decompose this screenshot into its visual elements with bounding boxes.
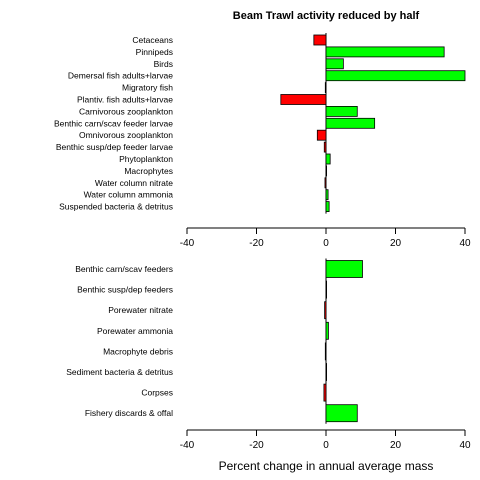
x-tick-label: 40: [459, 238, 471, 249]
bar: [325, 260, 363, 278]
chart-title: Beam Trawl activity reduced by half: [233, 10, 420, 22]
category-label: Benthic susp/dep feeder larvae: [56, 142, 173, 152]
bar: [325, 280, 328, 299]
bar: [325, 404, 358, 423]
x-tick-label: 40: [459, 440, 471, 451]
category-label: Porewater nitrate: [108, 305, 173, 315]
bar: [324, 301, 327, 320]
category-label: Porewater ammonia: [97, 326, 173, 336]
category-label: Migratory fish: [122, 83, 173, 93]
bar: [325, 70, 466, 82]
bar: [325, 363, 328, 381]
category-label: Water column nitrate: [95, 178, 173, 188]
bar: [324, 177, 327, 189]
x-tick-label: -20: [249, 238, 264, 249]
bar: [280, 94, 327, 105]
x-tick-label: -40: [180, 440, 195, 451]
bar: [324, 82, 327, 93]
category-label: Benthic carn/scav feeder larvae: [54, 118, 173, 128]
panel-bottom: Benthic carn/scav feeders Benthic susp/de…: [66, 258, 471, 451]
x-tick-label: 0: [323, 238, 329, 249]
x-tick-label: 0: [323, 440, 329, 451]
category-label: Sediment bacteria & detritus: [66, 367, 173, 377]
bar: [316, 129, 327, 141]
bar: [324, 342, 327, 361]
category-label: Pinnipeds: [136, 47, 173, 57]
category-label: Plantiv. fish adults+larvae: [77, 95, 173, 105]
bar: [325, 165, 328, 177]
category-label: Carnivorous zooplankton: [79, 106, 173, 116]
category-label: Birds: [154, 59, 173, 69]
category-label: Omnivorous zooplankton: [79, 130, 173, 140]
category-label: Suspended bacteria & detritus: [59, 202, 173, 212]
category-label: Cetaceans: [132, 35, 173, 45]
category-label: Fishery discards & offal: [85, 408, 173, 418]
bar: [325, 106, 358, 117]
category-label: Demersal fish adults+larvae: [68, 71, 173, 81]
category-label: Water column ammonia: [84, 190, 174, 200]
category-label: Corpses: [141, 388, 173, 398]
x-tick-label: -40: [180, 238, 195, 249]
bar: [325, 117, 376, 129]
category-label: Macrophytes: [124, 166, 173, 176]
category-label: Phytoplankton: [119, 154, 173, 164]
x-tick-label: -20: [249, 440, 264, 451]
x-tick-label: 20: [390, 238, 402, 249]
bar: [325, 189, 329, 201]
bar: [325, 46, 445, 58]
panel-top: Cetaceans Pinnipeds Birds Demersal fish adu…: [54, 33, 471, 249]
category-label: Benthic carn/scav feeders: [75, 264, 173, 274]
x-tick-label: 20: [390, 440, 402, 451]
bar: [325, 58, 344, 70]
x-axis-label: Percent change in annual average mass: [219, 459, 434, 473]
category-label: Benthic susp/dep feeders: [77, 285, 173, 295]
category-label: Macrophyte debris: [103, 346, 173, 356]
bar: [323, 383, 327, 402]
bar: [325, 321, 329, 340]
bar: [325, 153, 331, 165]
bar: [323, 141, 327, 153]
bar: [325, 201, 330, 213]
bar: [313, 34, 327, 46]
